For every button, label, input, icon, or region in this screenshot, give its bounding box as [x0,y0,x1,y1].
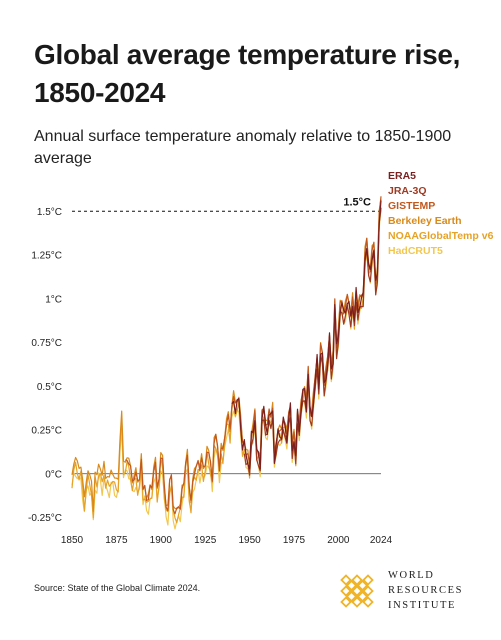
y-tick-label: -0.25°C [28,513,62,524]
x-tick-label: 1900 [150,535,173,546]
logo-diamond [340,585,352,597]
series-line-berkeley-earth [71,198,382,512]
x-tick-label: 2024 [370,535,393,546]
y-tick-label: 1.25°C [31,251,62,262]
logo-line-1: WORLD [388,570,435,581]
logo-diamond [356,579,369,592]
x-tick-label: 1975 [283,535,306,546]
temperature-chart: -0.25°C 0°C 0.25°C 0.5°C 0.75°C 1°C 1.25°C 1.5°… [28,170,494,546]
logo-diamond [362,585,374,597]
x-tick-label: 1850 [61,535,84,546]
y-tick-label: 0.5°C [37,382,62,393]
series-line-era5 [231,200,382,470]
logo-diamond [351,574,363,586]
legend-entry-era5: ERA5 [388,170,416,182]
chart-title: Global average temperature rise, 1850-20… [34,39,461,108]
series-lines [71,196,382,530]
logo-diamond [345,590,358,603]
legend-entry-jra-3q: JRA-3Q [388,185,427,197]
legend-entry-gistemp: GISTEMP [388,200,435,212]
x-tick-label: 2000 [327,535,350,546]
x-tick-label: 1875 [105,535,128,546]
y-tick-label: 0.25°C [31,426,62,437]
y-tick-label: 0°C [45,469,62,480]
logo-diamond [356,590,369,603]
wri-logo-mark-icon [340,574,374,608]
y-axis: -0.25°C 0°C 0.25°C 0.5°C 0.75°C 1°C 1.25°C 1.5°… [28,207,62,524]
logo-diamond [340,574,352,586]
y-tick-label: 1°C [45,294,62,305]
reference-label-1-5c: 1.5°C [343,196,371,208]
wri-logo-text: WORLD RESOURCES INSTITUTE [388,568,463,613]
wri-logo: WORLD RESOURCES INSTITUTE [332,566,472,616]
x-axis: 1850 1875 1900 1925 1950 1975 2000 2024 [61,535,393,546]
logo-diamond [345,579,358,592]
logo-diamond [340,596,352,608]
chart-subtitle: Annual surface temperature anomaly relat… [34,128,452,167]
y-tick-label: 0.75°C [31,338,62,349]
legend-entry-hadcrut5: HadCRUT5 [388,245,443,257]
logo-diamond [362,596,374,608]
x-tick-label: 1925 [194,535,217,546]
logo-diamond [351,596,363,608]
legend-entry-noaaglobaltemp-v6: NOAAGlobalTemp v6 [388,230,494,242]
legend-entry-berkeley-earth: Berkeley Earth [388,215,462,227]
y-tick-label: 1.5°C [37,207,62,218]
x-tick-label: 1950 [238,535,261,546]
legend: ERA5 JRA-3Q GISTEMP Berkeley Earth NOAAGloba… [388,170,494,257]
series-line-gistemp [125,196,382,515]
logo-diamond [362,574,374,586]
logo-line-2: RESOURCES [388,585,464,596]
source-note: Source: State of the Global Climate 2024… [34,583,201,593]
logo-line-3: INSTITUTE [388,600,457,611]
logo-diamond [351,585,363,597]
